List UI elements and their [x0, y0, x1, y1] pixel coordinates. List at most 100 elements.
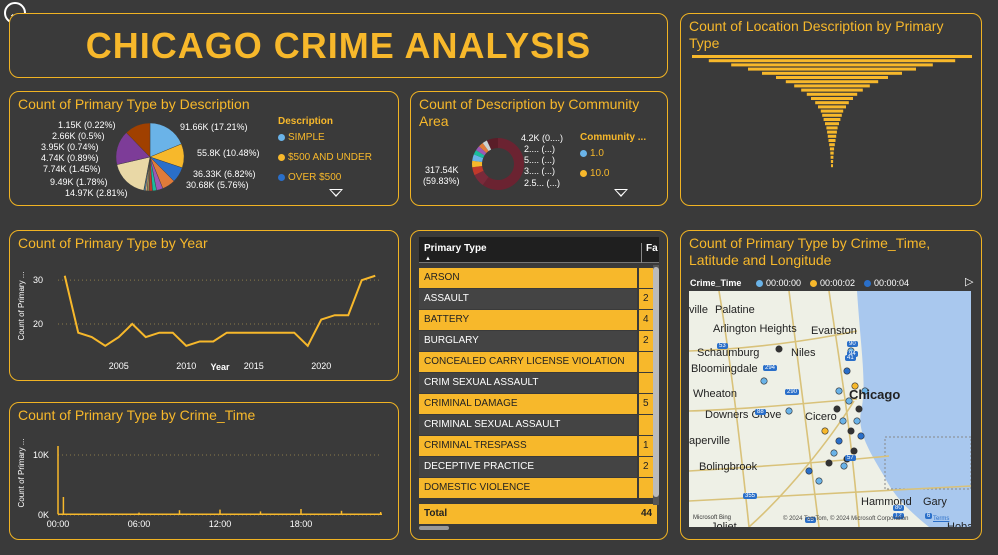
pie-data-label: 2.66K (0.5%) — [52, 131, 105, 141]
legend-dot — [278, 134, 285, 141]
cell-primary-type: CRIMINAL SEXUAL ASSAULT — [424, 419, 561, 430]
funnel-bar — [776, 76, 888, 79]
table-row[interactable]: CRIM SEXUAL ASSAULT — [419, 373, 657, 393]
legend-item[interactable]: 1.0 — [580, 148, 604, 159]
crime-location-marker — [821, 427, 829, 435]
donut-slice — [472, 160, 483, 168]
legend-dot — [864, 279, 871, 287]
legend-item[interactable]: 10.0 — [580, 168, 609, 179]
location-funnel-tile[interactable]: Count of Location Description by Primary… — [680, 13, 982, 206]
table-row[interactable]: DECEPTIVE PRACTICE 2 — [419, 457, 657, 477]
legend-item[interactable]: OVER $500 — [278, 172, 341, 183]
cell-value — [637, 352, 657, 372]
scrollbar-thumb[interactable] — [653, 267, 659, 497]
primary-by-crime-time-title: Count of Primary Type by Crime_Time — [18, 407, 256, 423]
map-place-label: Niles — [791, 347, 816, 359]
column-fa[interactable]: Fa — [641, 243, 658, 263]
road-shield: 294 — [763, 365, 778, 371]
legend-label: OVER $500 — [288, 172, 342, 183]
map-terms-link[interactable]: Terms — [933, 516, 950, 522]
description-by-area-tile[interactable]: Count of Description by Community Area 3… — [410, 91, 668, 206]
legend-item[interactable]: SIMPLE — [278, 132, 325, 143]
primary-by-crime-time-tile[interactable]: Count of Primary Type by Crime_Time 0K 10… — [9, 402, 399, 540]
donut-data-label: 3.... (...) — [524, 166, 556, 176]
horizontal-scrollbar[interactable] — [419, 526, 449, 530]
map-place-label: Bolingbrook — [699, 461, 758, 473]
highway — [788, 291, 820, 527]
description-pie-chart[interactable] — [115, 122, 185, 192]
funnel-bar — [806, 92, 858, 96]
legend-dot — [580, 170, 587, 177]
crime-map-tile[interactable]: Count of Primary Type by Crime_Time, Lat… — [680, 230, 982, 540]
legend-label: 00:00:02 — [820, 278, 856, 288]
pie-data-label: 1.15K (0.22%) — [58, 120, 116, 130]
dashboard-title: CHICAGO CRIME ANALYSIS — [85, 24, 592, 66]
donut-data-label: 4.2K (0....) — [521, 133, 564, 143]
y-axis-label: Count of Primary ... — [17, 272, 26, 341]
bing-map[interactable]: ville Palatine Arlington Heights Evanston Sc… — [689, 291, 971, 527]
table-row[interactable]: CRIMINAL SEXUAL ASSAULT — [419, 415, 657, 435]
table-row[interactable]: BATTERY 4 — [419, 310, 657, 330]
road-shield: 80 — [893, 505, 904, 511]
primary-by-year-tile[interactable]: Count of Primary Type by Year 20 30 2005 20… — [9, 230, 399, 381]
map-place-label: ville — [689, 304, 708, 316]
x-tick-label: 00:00 — [47, 519, 70, 529]
location-funnel-chart[interactable] — [681, 54, 982, 204]
x-tick-label: 2015 — [244, 361, 264, 371]
table-row[interactable]: DOMESTIC VIOLENCE — [419, 478, 657, 498]
donut-slice — [482, 138, 524, 190]
table-row[interactable]: CRIMINAL TRESPASS 1 — [419, 436, 657, 456]
pie-slice — [126, 122, 151, 158]
donut-slice — [472, 166, 484, 176]
table-row[interactable]: BURGLARY 2 — [419, 331, 657, 351]
primary-by-description-tile[interactable]: Count of Primary Type by Description 1.1… — [9, 91, 399, 206]
x-tick-label: 2020 — [311, 361, 331, 371]
legend-item[interactable]: 00:00:04 — [864, 278, 909, 288]
legend-next-icon[interactable]: ▷ — [965, 276, 974, 288]
cell-value — [637, 415, 657, 435]
crime-location-marker — [840, 462, 848, 470]
map-layer[interactable] — [689, 291, 971, 527]
funnel-bar — [708, 59, 956, 63]
highway — [689, 485, 971, 502]
crime-map-title: Count of Primary Type by Crime_Time, Lat… — [689, 235, 931, 268]
map-place-label: Bloomingdale — [691, 363, 758, 375]
legend-item[interactable]: 00:00:00 — [756, 278, 801, 288]
chevron-down-icon[interactable] — [329, 189, 343, 197]
funnel-bar — [830, 160, 834, 163]
location-funnel-title: Count of Location Description by Primary… — [689, 18, 944, 51]
map-place-label: Joliet — [711, 521, 737, 527]
vertical-scrollbar[interactable] — [653, 265, 659, 505]
road-shield: 53 — [717, 343, 728, 349]
column-primary-type[interactable]: Primary Type — [424, 243, 487, 254]
highway — [718, 291, 750, 527]
chevron-down-icon[interactable] — [614, 189, 628, 197]
map-place-label: Palatine — [715, 304, 755, 316]
legend-dot — [756, 279, 763, 287]
table-total-row: Total 44 — [419, 504, 657, 524]
legend-item[interactable]: 00:00:02 — [810, 278, 855, 288]
funnel-bar — [825, 122, 839, 126]
crime-location-marker — [825, 459, 833, 467]
crime-location-marker — [853, 417, 861, 425]
table-row[interactable]: CONCEALED CARRY LICENSE VIOLATION — [419, 352, 657, 372]
table-row[interactable]: ARSON — [419, 268, 657, 288]
table-row[interactable]: CRIMINAL DAMAGE 5 — [419, 394, 657, 414]
highway — [689, 398, 858, 412]
cell-primary-type: CRIMINAL DAMAGE — [424, 398, 518, 409]
bing-logo: Microsoft Bing — [693, 515, 732, 521]
x-axis-label: Year — [210, 362, 230, 372]
funnel-bar — [818, 105, 846, 109]
primary-type-table-tile[interactable]: Primary Type ▲ Fa ARSON ASSAULT 2 BATTERY 4 B… — [410, 230, 668, 540]
highway — [689, 455, 890, 472]
legend-item[interactable]: $500 AND UNDER — [278, 152, 372, 163]
community-area-donut-chart[interactable] — [468, 134, 528, 194]
crime-location-marker — [843, 367, 851, 375]
crime-location-marker — [830, 449, 838, 457]
cell-primary-type: BATTERY — [424, 314, 470, 325]
sort-asc-icon[interactable]: ▲ — [425, 256, 431, 262]
table-row[interactable]: ASSAULT 2 — [419, 289, 657, 309]
legend-dot — [278, 154, 285, 161]
